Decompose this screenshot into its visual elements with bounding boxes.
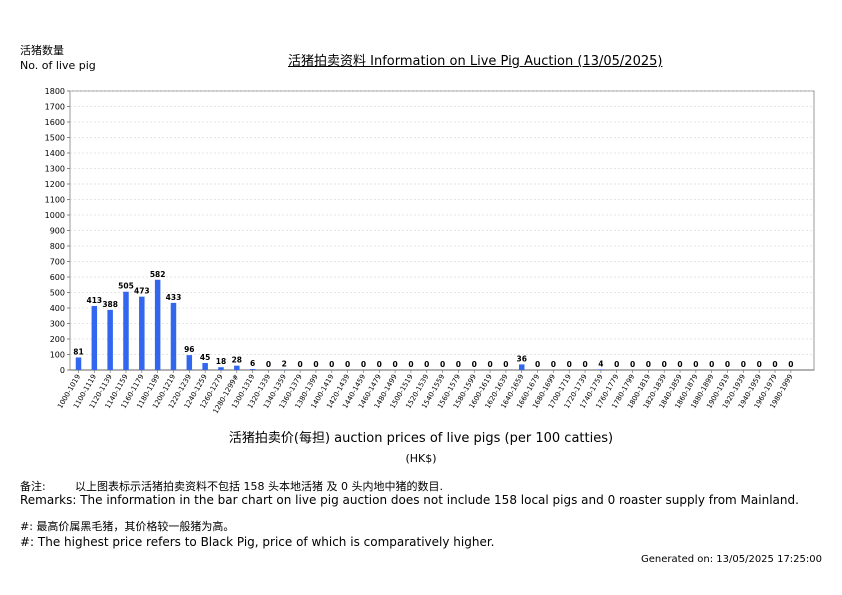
y-tick-label: 300	[50, 320, 65, 329]
y-tick-label: 1200	[45, 180, 65, 189]
bar-value-label: 0	[662, 360, 667, 369]
remark-label-chinese: 备注:	[20, 480, 46, 493]
bar-value-label: 0	[472, 360, 477, 369]
bar-value-label: 0	[503, 360, 508, 369]
bar-value-label: 0	[725, 360, 730, 369]
y-axis-label-chinese: 活猪数量	[20, 44, 64, 57]
y-tick-label: 1100	[45, 196, 65, 205]
y-tick-label: 0	[60, 366, 65, 375]
bar	[218, 367, 224, 370]
bar-value-label: 36	[517, 354, 527, 363]
bar-value-label: 0	[361, 360, 366, 369]
note-chinese: #: 最高价属黑毛猪，其价格较一般猪为高。	[20, 520, 235, 533]
bar-value-label: 0	[392, 360, 397, 369]
bar-value-label: 0	[567, 360, 572, 369]
bar	[186, 355, 193, 370]
bar-value-label: 413	[87, 296, 103, 305]
bar-value-label: 2	[282, 360, 287, 369]
generated-timestamp: Generated on: 13/05/2025 17:25:00	[641, 554, 822, 565]
bar-value-label: 0	[345, 360, 350, 369]
bar-value-label: 0	[424, 360, 429, 369]
chart-title: 活猪拍卖资料 Information on Live Pig Auction (…	[288, 54, 663, 69]
bar-value-label: 0	[772, 360, 777, 369]
bar-value-label: 0	[408, 360, 413, 369]
y-tick-label: 800	[50, 242, 65, 251]
bar-value-label: 388	[102, 300, 118, 309]
bar-chart: 0100200300400500600700800900100011001200…	[45, 87, 815, 415]
bar	[123, 291, 129, 370]
bar	[598, 369, 604, 370]
bar-value-label: 0	[377, 360, 382, 369]
y-tick-label: 1300	[45, 165, 65, 174]
bar	[170, 302, 177, 370]
bar-value-label: 0	[329, 360, 334, 369]
bar-value-label: 582	[150, 270, 166, 279]
bar	[139, 296, 145, 370]
bar	[75, 357, 82, 370]
note-english: #: The highest price refers to Black Pig…	[20, 535, 495, 549]
y-tick-label: 500	[50, 289, 65, 298]
bar	[234, 365, 240, 370]
remark-chinese: 以上图表标示活猪拍卖资料不包括 158 头本地活猪 及 0 头内地中猪的数目.	[75, 480, 443, 493]
bar-value-label: 0	[582, 360, 587, 369]
y-tick-label: 1500	[45, 134, 65, 143]
bar-value-label: 45	[200, 353, 210, 362]
bar-value-label: 0	[614, 360, 619, 369]
bar-value-label: 0	[266, 360, 271, 369]
bar-value-label: 473	[134, 287, 150, 296]
y-tick-label: 200	[50, 335, 65, 344]
bar-value-label: 0	[677, 360, 682, 369]
bar	[91, 305, 98, 370]
y-tick-label: 400	[50, 304, 65, 313]
y-axis-label-english: No. of live pig	[20, 59, 96, 72]
bar	[249, 369, 256, 370]
y-tick-label: 600	[50, 273, 65, 282]
bar	[154, 279, 161, 370]
x-axis-unit: (HK$)	[405, 452, 437, 465]
bar-value-label: 0	[693, 360, 698, 369]
bar-value-label: 81	[73, 347, 83, 356]
bar-value-label: 0	[313, 360, 318, 369]
x-axis-label: 活猪拍卖价(每担) auction prices of live pigs (p…	[228, 431, 614, 446]
bar-value-label: 0	[456, 360, 461, 369]
bar-value-label: 4	[598, 359, 603, 368]
y-tick-label: 100	[50, 351, 65, 360]
y-tick-label: 700	[50, 258, 65, 267]
bar-value-label: 0	[630, 360, 635, 369]
bar-value-label: 0	[551, 360, 556, 369]
bar-value-label: 6	[250, 359, 255, 368]
bar-value-label: 28	[232, 356, 242, 365]
bar-value-label: 0	[788, 360, 793, 369]
bar-value-label: 0	[757, 360, 762, 369]
bar	[107, 309, 113, 370]
bar-value-label: 433	[166, 293, 182, 302]
remark-english: Remarks: The information in the bar char…	[20, 493, 799, 507]
y-tick-label: 1400	[45, 149, 65, 158]
y-tick-label: 1800	[45, 87, 65, 96]
y-tick-label: 900	[50, 227, 65, 236]
bar-value-label: 18	[216, 357, 226, 366]
bar-value-label: 0	[709, 360, 714, 369]
y-tick-label: 1000	[45, 211, 65, 220]
bar-value-label: 0	[646, 360, 651, 369]
bar-value-label: 96	[184, 345, 194, 354]
bar-value-label: 0	[741, 360, 746, 369]
bar-value-label: 0	[440, 360, 445, 369]
bar-value-label: 0	[487, 360, 492, 369]
bar	[518, 364, 525, 370]
bar-value-label: 0	[298, 360, 303, 369]
y-tick-label: 1700	[45, 103, 65, 112]
y-tick-label: 1600	[45, 118, 65, 127]
bar	[202, 363, 208, 370]
bar-value-label: 505	[118, 282, 134, 291]
bar-value-label: 0	[535, 360, 540, 369]
